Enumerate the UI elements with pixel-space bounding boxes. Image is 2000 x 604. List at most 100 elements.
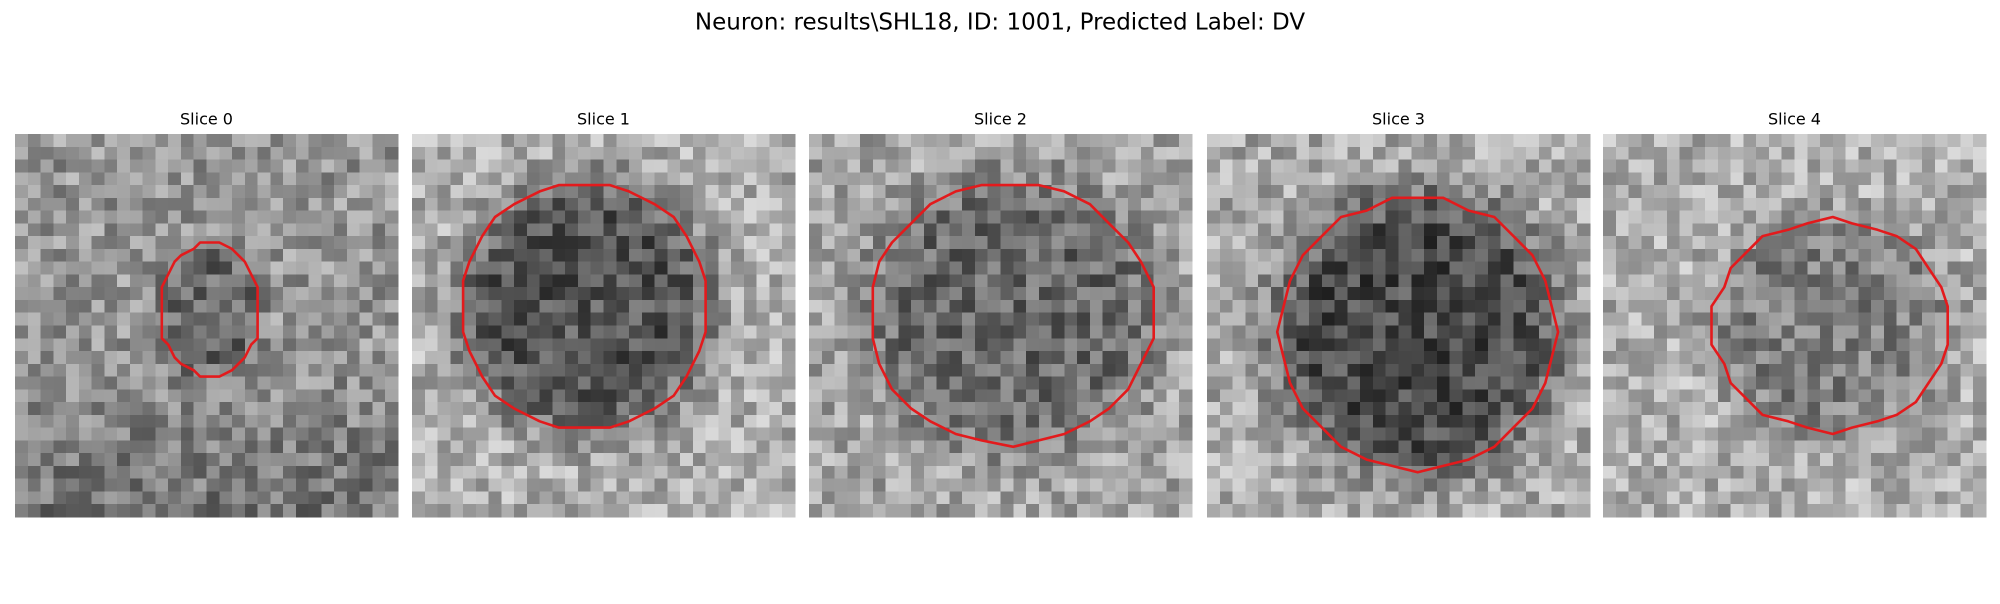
pixel xyxy=(180,504,195,518)
pixel xyxy=(860,146,874,160)
pixel xyxy=(270,478,284,492)
pixel xyxy=(654,287,668,301)
pixel xyxy=(1436,325,1450,339)
pixel xyxy=(91,261,105,275)
pixel xyxy=(1398,274,1412,288)
pixel xyxy=(1820,504,1834,518)
pixel xyxy=(821,414,835,428)
pixel xyxy=(270,287,284,301)
pixel xyxy=(1679,210,1693,224)
pixel xyxy=(1743,351,1757,365)
pixel xyxy=(1449,351,1463,365)
pixel xyxy=(782,389,796,403)
pixel xyxy=(437,376,451,390)
pixel xyxy=(1832,338,1846,352)
pixel xyxy=(1207,491,1221,505)
pixel xyxy=(847,312,861,326)
pixel xyxy=(66,261,80,275)
pixel xyxy=(1896,197,1910,211)
pixel xyxy=(705,236,719,250)
pixel xyxy=(718,402,732,416)
pixel xyxy=(680,325,694,339)
pixel xyxy=(1000,197,1014,211)
pixel xyxy=(1603,351,1617,365)
pixel xyxy=(974,248,989,262)
pixel xyxy=(1768,363,1783,377)
pixel xyxy=(129,325,143,339)
pixel xyxy=(565,197,579,211)
pixel xyxy=(1717,312,1731,326)
pixel xyxy=(180,325,195,339)
pixel xyxy=(1692,427,1706,441)
pixel xyxy=(1896,210,1910,224)
pixel xyxy=(911,363,925,377)
pixel xyxy=(53,453,67,467)
pixel xyxy=(1475,248,1489,262)
pixel xyxy=(372,414,386,428)
pixel xyxy=(1717,146,1731,160)
pixel xyxy=(1436,299,1450,314)
pixel xyxy=(1692,172,1706,186)
pixel xyxy=(1947,504,1961,518)
pixel xyxy=(1487,312,1501,326)
pixel xyxy=(692,146,706,160)
pixel xyxy=(974,312,989,326)
pixel xyxy=(974,159,989,173)
pixel xyxy=(66,248,80,262)
pixel xyxy=(321,287,335,301)
pixel xyxy=(193,261,207,275)
pixel xyxy=(1538,478,1552,492)
pixel xyxy=(193,363,207,377)
pixel xyxy=(463,363,477,377)
pixel xyxy=(27,325,41,339)
pixel xyxy=(1296,172,1310,186)
pixel xyxy=(1411,287,1425,301)
pixel xyxy=(1462,299,1476,314)
pixel xyxy=(680,185,694,199)
pixel xyxy=(1245,338,1259,352)
pixel xyxy=(1385,146,1399,160)
pixel xyxy=(1372,351,1387,365)
pixel xyxy=(232,312,246,326)
pixel xyxy=(1628,223,1642,237)
pixel xyxy=(193,504,207,518)
pixel xyxy=(308,325,322,339)
pixel xyxy=(1283,465,1297,479)
pixel xyxy=(1296,210,1310,224)
pixel xyxy=(129,440,143,454)
pixel xyxy=(91,491,105,505)
pixel xyxy=(1692,465,1706,479)
pixel xyxy=(104,172,118,186)
pixel xyxy=(1102,465,1116,479)
pixel xyxy=(1577,172,1591,186)
pixel xyxy=(1436,287,1450,301)
pixel xyxy=(15,414,29,428)
pixel xyxy=(1807,172,1821,186)
pixel xyxy=(1115,440,1129,454)
pixel xyxy=(692,325,706,339)
pixel xyxy=(1756,159,1770,173)
pixel xyxy=(1883,389,1897,403)
pixel xyxy=(1973,274,1987,288)
pixel xyxy=(1934,478,1948,492)
pixel xyxy=(1360,185,1374,199)
pixel xyxy=(1115,325,1129,339)
pixel xyxy=(911,453,925,467)
pixel xyxy=(1820,287,1834,301)
pixel xyxy=(1692,402,1706,416)
pixel xyxy=(308,504,322,518)
pixel xyxy=(1424,402,1438,416)
pixel xyxy=(552,210,566,224)
pixel xyxy=(974,172,989,186)
pixel xyxy=(526,325,540,339)
pixel xyxy=(1270,159,1284,173)
pixel xyxy=(1245,389,1259,403)
pixel xyxy=(78,453,92,467)
pixel xyxy=(1768,185,1783,199)
pixel xyxy=(1207,402,1221,416)
pixel xyxy=(40,325,54,339)
pixel xyxy=(1666,440,1680,454)
pixel xyxy=(782,325,796,339)
pixel xyxy=(1064,402,1078,416)
pixel xyxy=(743,197,757,211)
